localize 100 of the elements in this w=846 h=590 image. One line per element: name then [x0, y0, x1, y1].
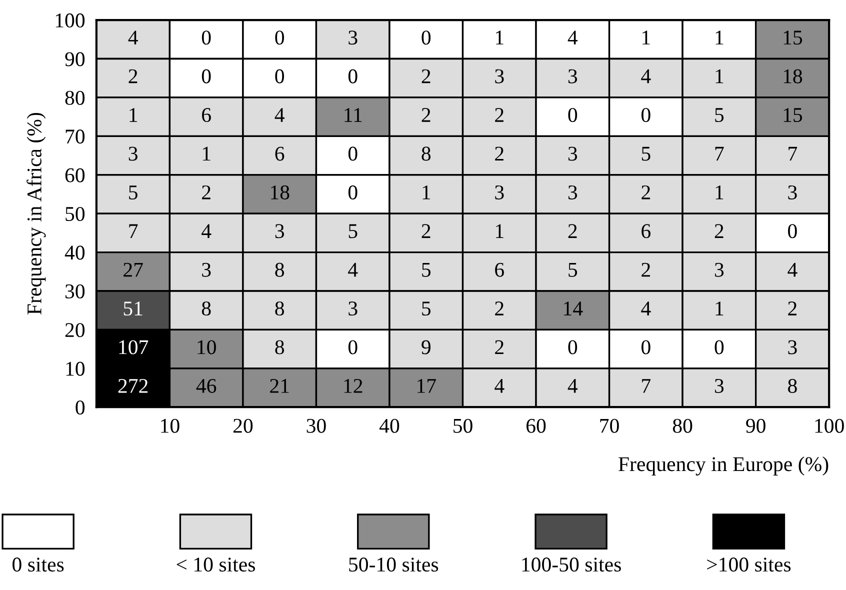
data-label: 9: [422, 340, 430, 354]
data-label: 18: [271, 185, 290, 200]
data-label: 2: [422, 69, 430, 84]
data-label: 6: [275, 146, 284, 161]
data-label: 8: [202, 301, 211, 316]
data-label: 0: [275, 30, 284, 45]
data-label: 8: [275, 262, 284, 277]
y-axis-title: Frequency in Africa (%): [26, 112, 46, 315]
text: 50-10 sites: [349, 558, 438, 572]
data-label: 1: [716, 302, 724, 316]
data-label: 2: [642, 262, 650, 277]
data-label: 0: [422, 30, 431, 45]
data-label: 3: [202, 262, 211, 277]
data-label: 0: [275, 69, 284, 84]
x-tick-label: 70: [600, 418, 619, 433]
x-tick-label: 60: [526, 418, 546, 433]
data-label: 2: [422, 108, 430, 122]
data-label: 2: [495, 146, 504, 161]
data-label: 4: [788, 262, 798, 277]
data-label: 0: [788, 224, 797, 238]
data-label: 4: [494, 379, 504, 393]
data-label: 3: [128, 146, 138, 161]
data-label: 4: [568, 379, 578, 393]
data-label: 14: [564, 302, 583, 316]
data-label: 1: [716, 30, 724, 44]
data-label: 3: [788, 185, 797, 200]
data-label: 4: [202, 224, 212, 238]
data-label: 3: [568, 69, 578, 84]
data-label: 1: [496, 30, 504, 44]
data-label: 2: [128, 69, 138, 84]
data-label: 3: [788, 340, 797, 354]
data-label: 5: [422, 263, 431, 277]
data-label: 5: [568, 263, 578, 277]
data-label: 0: [202, 69, 211, 84]
data-label: 107: [119, 340, 148, 354]
data-label: 6: [495, 262, 504, 277]
data-label: 8: [788, 378, 797, 393]
data-label: 5: [422, 302, 431, 316]
y-tick-label: 70: [66, 130, 85, 144]
y-tick-label: 80: [65, 90, 85, 105]
data-label: 0: [348, 146, 358, 161]
data-label: 15: [784, 30, 802, 45]
data-label: 3: [275, 224, 284, 238]
x-tick-label: 50: [454, 418, 472, 433]
y-tick-label: 10: [66, 362, 85, 376]
data-label: 15: [784, 108, 802, 122]
data-label: 272: [118, 378, 148, 393]
data-label: 0: [568, 340, 578, 354]
x-tick-label: 100: [815, 418, 844, 433]
data-label: 1: [642, 30, 650, 44]
data-label: 5: [715, 108, 724, 122]
data-label: 2: [495, 340, 504, 354]
text: < 10 sites: [176, 558, 255, 572]
y-tick-label: 0: [76, 400, 85, 415]
x-tick-label: 20: [233, 418, 253, 433]
data-label: 6: [202, 108, 211, 122]
data-label: 2: [568, 224, 577, 238]
data-label: 5: [642, 146, 650, 161]
data-label: 46: [196, 378, 216, 393]
data-label: 2: [495, 108, 504, 122]
x-tick-label: 40: [379, 418, 400, 433]
data-label: 8: [422, 146, 431, 161]
y-tick-label: 60: [65, 168, 85, 182]
data-label: 3: [714, 262, 724, 277]
data-label: 3: [495, 185, 504, 200]
y-tick-label: 100: [56, 13, 85, 28]
data-label: 21: [270, 378, 289, 393]
data-label: 51: [124, 302, 142, 316]
data-label: 4: [274, 108, 284, 122]
y-tick-label: 40: [64, 246, 85, 260]
data-label: 1: [130, 108, 138, 122]
y-tick-label: 50: [66, 206, 85, 222]
data-label: 8: [275, 301, 284, 316]
data-label: 2: [642, 185, 650, 200]
data-label: 2: [422, 224, 430, 238]
data-label: 18: [784, 69, 802, 84]
x-tick-label: 10: [161, 418, 180, 433]
data-label: 3: [495, 69, 504, 84]
data-label: 7: [788, 146, 798, 161]
x-axis-title: Frequency in Europe (%): [618, 456, 828, 476]
data-label: 1: [202, 146, 210, 161]
data-label: 0: [348, 340, 358, 354]
data-label: 0: [348, 69, 358, 84]
data-label: 12: [344, 378, 362, 393]
data-label: 11: [344, 108, 362, 122]
data-label: 1: [422, 185, 430, 200]
data-label: 7: [642, 379, 651, 393]
data-label: 2: [495, 302, 504, 316]
data-label: 0: [202, 30, 211, 45]
data-label: 3: [348, 302, 358, 316]
y-tick-label: 30: [65, 284, 85, 298]
data-label: 3: [714, 378, 724, 393]
data-label: 5: [348, 224, 358, 238]
data-label: 4: [641, 69, 651, 84]
y-tick-label: 20: [65, 323, 85, 338]
y-tick-label: 90: [65, 52, 85, 66]
data-label: 1: [716, 69, 724, 84]
data-label: 7: [715, 146, 724, 161]
data-label: 4: [641, 302, 651, 316]
data-label: 1: [716, 185, 724, 200]
